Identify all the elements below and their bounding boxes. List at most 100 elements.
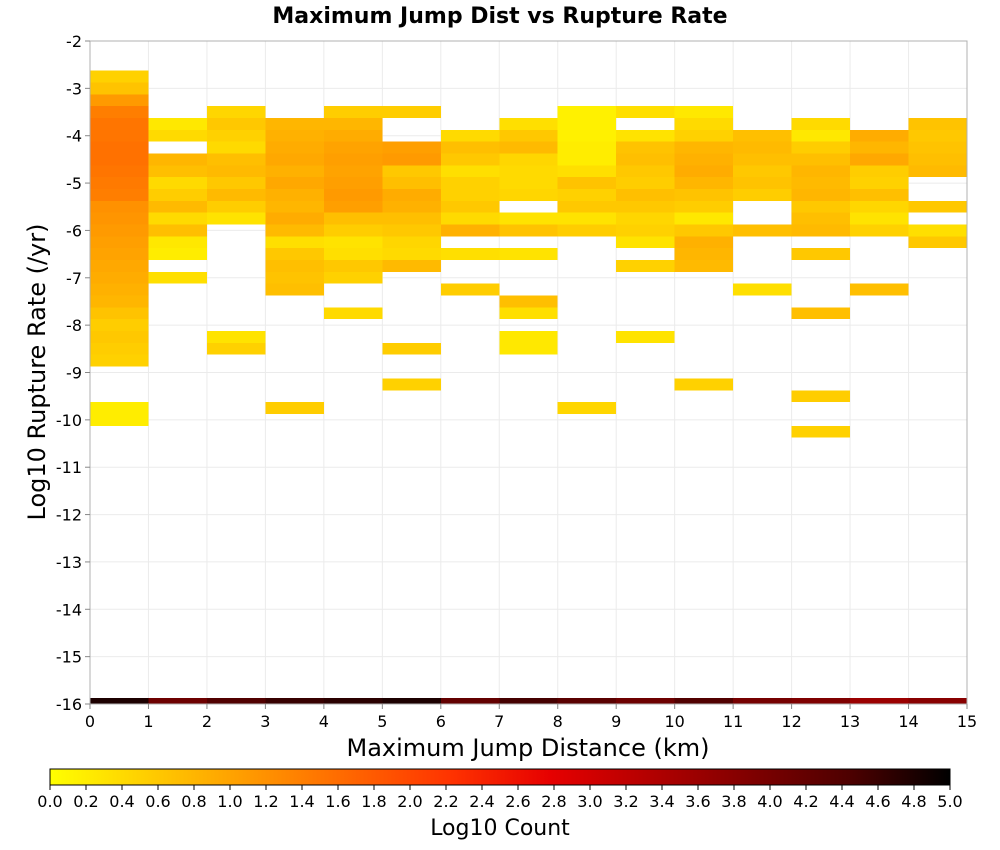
heatmap-cell: [557, 200, 617, 213]
heatmap-cell: [148, 236, 207, 249]
heatmap-cell: [674, 224, 734, 237]
heatmap-cell: [733, 188, 792, 201]
heatmap-cell: [90, 260, 149, 272]
heatmap-cell: [206, 106, 266, 118]
y-tick-label: -9: [66, 364, 82, 383]
heatmap-cell: [323, 698, 383, 704]
x-tick-label: 7: [494, 712, 504, 731]
heatmap-cell: [323, 307, 383, 320]
heatmap-cell: [148, 165, 207, 178]
x-tick-label: 5: [377, 712, 387, 731]
heatmap-cell: [791, 153, 851, 166]
heatmap-cell: [499, 188, 558, 201]
y-tick-label: -14: [56, 600, 82, 619]
y-axis-title: Log10 Rupture Rate (/yr): [23, 224, 51, 521]
heatmap-cell: [674, 106, 734, 118]
heatmap-cell: [440, 141, 500, 154]
heatmap-cell: [90, 331, 149, 343]
colorbar-tick-label: 0.0: [37, 792, 62, 811]
heatmap-cell: [791, 188, 851, 201]
heatmap-cell: [323, 236, 383, 249]
heatmap-cell: [616, 177, 675, 189]
colorbar-tick-label: 4.2: [793, 792, 818, 811]
heatmap-cell: [908, 224, 967, 237]
heatmap-cell: [265, 177, 324, 189]
heatmap-cell: [791, 248, 851, 261]
y-tick-label: -3: [66, 79, 82, 98]
x-tick-label: 15: [957, 712, 977, 731]
heatmap-cell: [733, 698, 792, 704]
heatmap-cell: [499, 342, 558, 355]
heatmap-cell: [733, 177, 792, 189]
heatmap-cell: [382, 212, 441, 225]
heatmap-cell: [206, 188, 266, 201]
heatmap-cell: [206, 141, 266, 154]
heatmap-cell: [850, 698, 909, 704]
heatmap-cell: [791, 129, 851, 142]
colorbar-tick-label: 0.6: [145, 792, 170, 811]
heatmap-cell: [265, 248, 324, 261]
heatmap-cell: [382, 342, 441, 355]
heatmap-cell: [616, 331, 675, 343]
heatmap-cell: [674, 698, 734, 704]
heatmap-cell: [674, 188, 734, 201]
y-tick-label: -11: [56, 458, 82, 477]
heatmap-cell: [323, 141, 383, 154]
heatmap-cell: [323, 212, 383, 225]
heatmap-cell: [323, 271, 383, 284]
heatmap-cell: [499, 698, 558, 704]
heatmap-cell: [90, 319, 149, 332]
colorbar-tick-label: 2.4: [469, 792, 494, 811]
heatmap-cell: [323, 188, 383, 201]
heatmap-cell: [148, 153, 207, 166]
colorbar-tick-label: 3.0: [577, 792, 602, 811]
y-tick-label: -12: [56, 506, 82, 525]
heatmap-cell: [90, 283, 149, 296]
heatmap-cell: [674, 212, 734, 225]
colorbar-tick-label: 3.8: [721, 792, 746, 811]
heatmap-cell: [382, 200, 441, 213]
heatmap-cell: [90, 248, 149, 261]
heatmap-cell: [90, 117, 149, 130]
colorbar-tick-label: 3.2: [613, 792, 638, 811]
colorbar-tick-label: 2.6: [505, 792, 530, 811]
heatmap-cell: [206, 129, 266, 142]
heatmap-cell: [265, 200, 324, 213]
heatmap-cell: [323, 200, 383, 213]
heatmap-cell: [908, 153, 967, 166]
heatmap-cell: [90, 153, 149, 166]
heatmap-cell: [791, 212, 851, 225]
colorbar-tick-label: 4.0: [757, 792, 782, 811]
heatmap-cell: [908, 117, 967, 130]
heatmap-cell: [616, 260, 675, 272]
heatmap-cell: [850, 153, 909, 166]
heatmap-cell: [148, 224, 207, 237]
heatmap-cell: [206, 200, 266, 213]
heatmap-cell: [791, 141, 851, 154]
heatmap-cell: [265, 260, 324, 272]
x-tick-label: 10: [664, 712, 684, 731]
heatmap-cell: [557, 224, 617, 237]
heatmap-cell: [499, 129, 558, 142]
heatmap-cell: [90, 224, 149, 237]
heatmap-cell: [616, 200, 675, 213]
heatmap-cell: [265, 402, 324, 414]
heatmap-cell: [265, 283, 324, 296]
heatmap-cell: [440, 224, 500, 237]
heatmap-cell: [90, 413, 149, 426]
heatmap-cell: [323, 106, 383, 118]
heatmap-cell: [206, 153, 266, 166]
heatmap-cell: [850, 141, 909, 154]
heatmap-cell: [90, 82, 149, 95]
heatmap-cell: [265, 224, 324, 237]
heatmap-cell: [90, 307, 149, 320]
heatmap-cell: [90, 188, 149, 201]
heatmap-cell: [440, 129, 500, 142]
x-tick-label: 2: [202, 712, 212, 731]
heatmap-cell: [616, 188, 675, 201]
heatmap-cell: [616, 698, 675, 704]
heatmap-cell: [148, 271, 207, 284]
heatmap-cell: [323, 165, 383, 178]
y-tick-label: -15: [56, 648, 82, 667]
heatmap-cell: [382, 106, 441, 118]
